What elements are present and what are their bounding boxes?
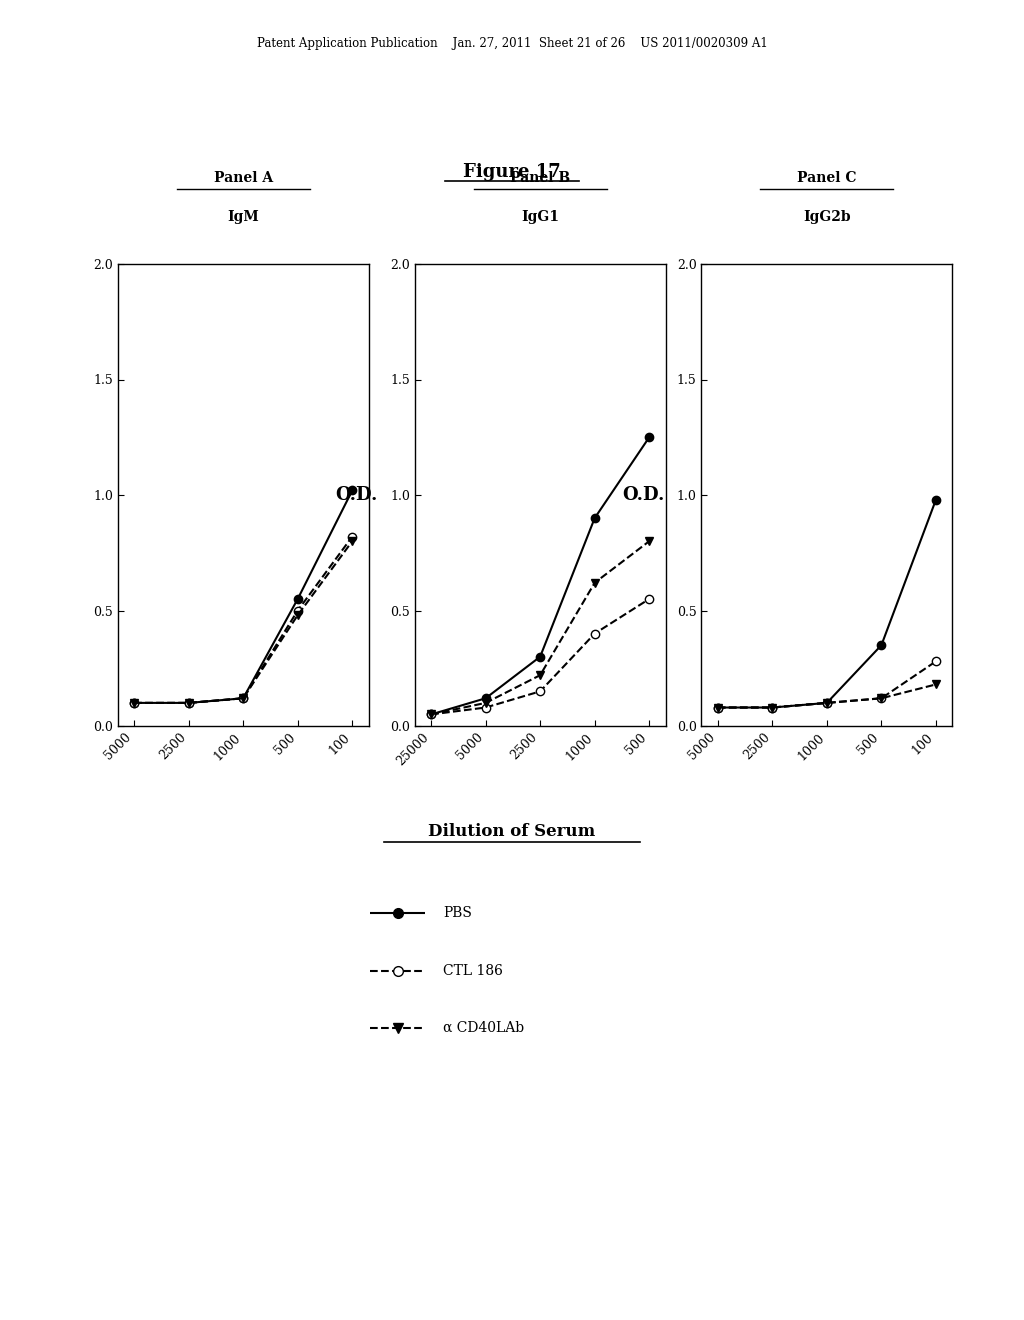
Text: Dilution of Serum: Dilution of Serum (428, 824, 596, 840)
Text: O.D.: O.D. (622, 486, 665, 504)
Text: IgG1: IgG1 (521, 210, 559, 224)
Text: Panel B: Panel B (510, 170, 570, 185)
Text: Patent Application Publication    Jan. 27, 2011  Sheet 21 of 26    US 2011/00203: Patent Application Publication Jan. 27, … (257, 37, 767, 50)
Text: α CD40LAb: α CD40LAb (443, 1022, 524, 1035)
Text: IgM: IgM (227, 210, 259, 224)
Text: IgG2b: IgG2b (803, 210, 851, 224)
Text: Panel C: Panel C (797, 170, 857, 185)
Text: O.D.: O.D. (335, 486, 378, 504)
Text: Figure 17: Figure 17 (463, 162, 561, 181)
Text: CTL 186: CTL 186 (443, 964, 503, 978)
Text: PBS: PBS (443, 907, 472, 920)
Text: Panel A: Panel A (214, 170, 272, 185)
